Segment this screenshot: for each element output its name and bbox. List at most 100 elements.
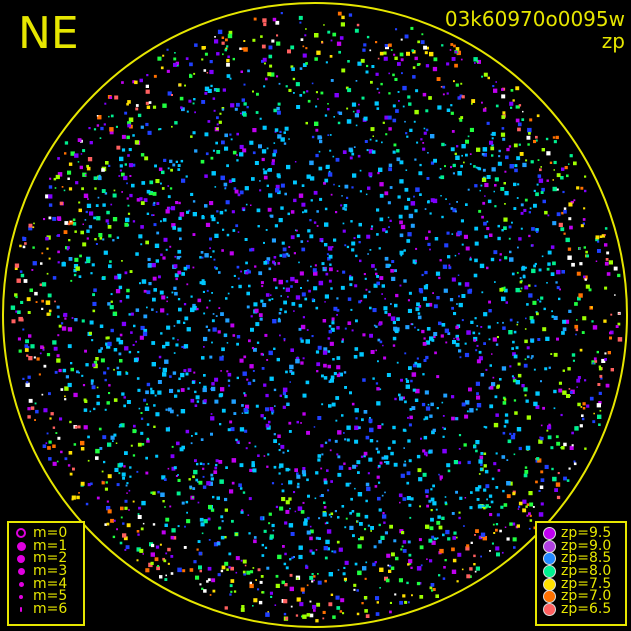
star-mark <box>57 334 60 337</box>
star-mark <box>77 161 80 163</box>
star-mark <box>426 327 431 331</box>
star-mark <box>508 481 513 486</box>
star-mark <box>143 289 147 293</box>
star-mark <box>84 174 87 176</box>
star-mark <box>499 258 502 262</box>
star-mark <box>493 532 496 534</box>
star-mark <box>474 570 477 573</box>
star-mark <box>302 591 305 594</box>
star-mark <box>425 284 429 287</box>
star-mark <box>313 190 318 195</box>
star-mark <box>454 152 457 155</box>
star-mark <box>125 295 130 299</box>
star-mark <box>281 483 283 485</box>
star-mark <box>306 90 309 93</box>
star-mark <box>87 157 93 162</box>
star-mark <box>351 186 354 189</box>
star-mark <box>275 583 280 588</box>
star-mark <box>355 417 358 420</box>
star-mark <box>127 123 131 128</box>
star-mark <box>323 478 327 482</box>
star-mark <box>248 339 251 343</box>
star-mark <box>341 338 344 341</box>
star-mark <box>414 361 418 365</box>
star-mark <box>146 74 149 77</box>
star-mark <box>208 539 211 541</box>
star-mark <box>92 293 95 297</box>
star-mark <box>104 523 107 526</box>
star-mark <box>253 598 258 603</box>
star-mark <box>614 294 616 296</box>
star-mark <box>349 276 354 281</box>
star-mark <box>415 187 420 192</box>
star-mark <box>539 168 542 172</box>
star-mark <box>204 174 208 178</box>
star-mark <box>91 339 94 342</box>
star-mark <box>239 487 243 490</box>
star-mark <box>522 275 526 279</box>
star-mark <box>542 327 547 332</box>
star-mark <box>78 201 81 204</box>
star-mark <box>148 101 152 104</box>
star-mark <box>162 218 167 222</box>
star-mark <box>356 23 360 27</box>
star-mark <box>254 161 259 165</box>
star-mark <box>537 458 542 463</box>
star-mark <box>67 464 71 467</box>
star-mark <box>47 293 52 298</box>
star-mark <box>379 193 384 198</box>
star-mark <box>160 492 165 497</box>
star-mark <box>244 564 247 567</box>
star-mark <box>104 408 107 411</box>
star-mark <box>152 203 156 206</box>
star-mark <box>216 496 220 500</box>
star-mark <box>467 460 471 465</box>
star-mark <box>471 99 476 103</box>
star-mark <box>83 398 87 402</box>
star-mark <box>113 433 117 437</box>
star-mark <box>230 590 233 593</box>
star-mark <box>136 559 139 562</box>
star-mark <box>476 344 479 347</box>
star-mark <box>388 127 392 131</box>
star-mark <box>300 361 304 365</box>
star-mark <box>517 362 521 366</box>
star-mark <box>221 36 225 39</box>
star-mark <box>277 319 281 323</box>
star-mark <box>375 447 379 451</box>
star-mark <box>230 323 235 328</box>
star-mark <box>464 497 467 499</box>
star-mark <box>80 447 85 451</box>
star-mark <box>203 399 207 403</box>
star-mark <box>228 384 231 387</box>
star-mark <box>604 227 608 230</box>
star-mark <box>70 151 75 156</box>
star-mark <box>283 338 286 340</box>
star-mark <box>186 327 191 332</box>
star-mark <box>118 340 124 345</box>
star-mark <box>510 106 513 109</box>
star-mark <box>306 478 309 482</box>
star-mark <box>372 135 374 137</box>
star-mark <box>342 150 347 154</box>
star-mark <box>494 184 497 187</box>
star-mark <box>20 300 24 304</box>
star-mark <box>281 580 285 585</box>
star-mark <box>439 168 442 170</box>
star-mark <box>101 168 105 172</box>
star-mark <box>77 138 82 142</box>
star-mark <box>376 233 379 236</box>
star-mark <box>454 63 458 68</box>
star-mark <box>290 605 293 608</box>
star-mark <box>451 277 456 282</box>
star-mark <box>618 312 620 315</box>
star-mark <box>193 560 197 564</box>
star-mark <box>344 208 347 211</box>
star-mark <box>216 127 219 131</box>
star-mark <box>322 350 328 355</box>
star-mark <box>262 125 267 130</box>
star-mark <box>542 199 546 204</box>
star-mark <box>358 300 362 304</box>
star-mark <box>356 109 360 113</box>
star-mark <box>383 56 388 61</box>
